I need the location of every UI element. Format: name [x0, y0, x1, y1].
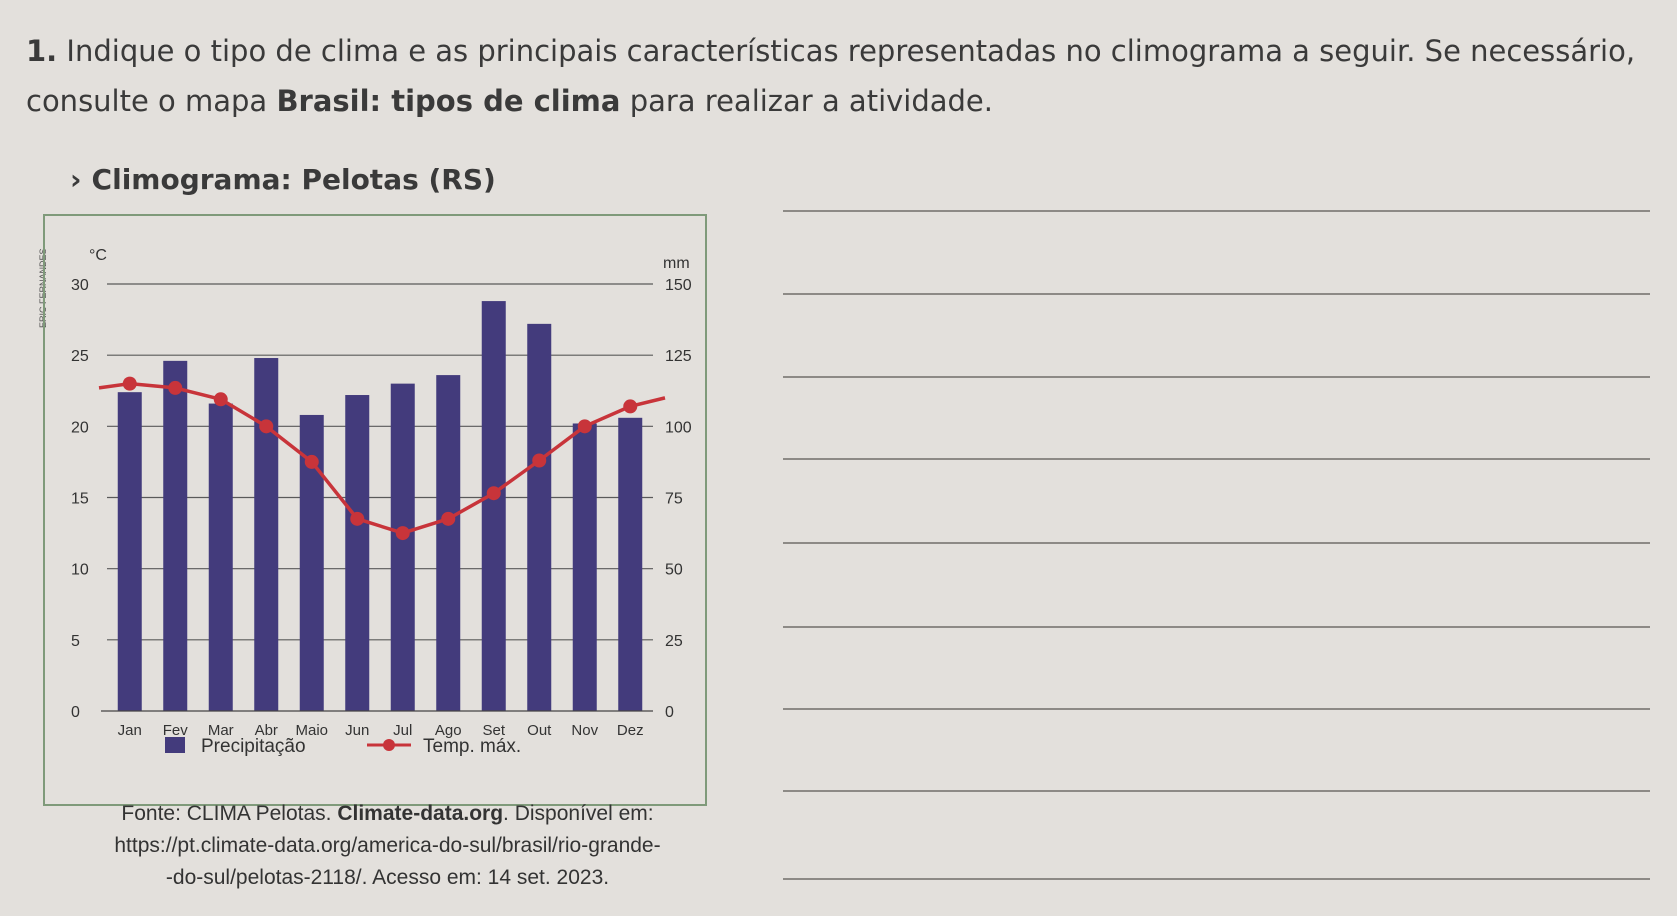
y-right-tick-label: 75 — [665, 491, 683, 508]
temperature-line — [98, 381, 666, 535]
answer-line[interactable] — [783, 542, 1650, 544]
chart-title-text: Climograma: Pelotas (RS) — [91, 163, 496, 196]
legend-swatch-temperature-point — [383, 739, 395, 751]
answer-line[interactable] — [783, 376, 1650, 378]
x-tick-label: Fev — [163, 722, 189, 739]
x-tick-label: Abr — [255, 722, 278, 739]
answer-line[interactable] — [783, 878, 1650, 880]
precipitation-bar — [527, 323, 552, 711]
x-tick-label: Jun — [345, 722, 369, 739]
legend-swatch-precipitation — [165, 737, 185, 753]
chart-frame: 0 5 10 15 20 25 30 0 25 50 75 100 125 150 °C mm Jan Fev Ma… — [43, 214, 707, 806]
temperature-point — [441, 511, 456, 526]
question-text-bold: Brasil: tipos de clima — [276, 84, 621, 118]
chart-title: › Climograma: Pelotas (RS) — [70, 163, 496, 196]
question-text-part1: Indique o tipo de clima e as principais … — [26, 34, 1636, 118]
precipitation-bar — [163, 360, 188, 711]
temperature-point — [259, 419, 274, 434]
x-tick-label: Maio — [295, 722, 328, 739]
precipitation-bar — [345, 395, 370, 711]
x-tick-label: Mar — [208, 722, 234, 739]
y-right-tick-label: 100 — [665, 419, 692, 436]
y-left-tick-label: 20 — [71, 419, 89, 436]
precipitation-bar — [481, 301, 506, 711]
precipitation-bar — [117, 392, 142, 711]
temperature-point — [577, 419, 592, 434]
x-tick-label: Jul — [393, 722, 412, 739]
climogram-chart: 0 5 10 15 20 25 30 0 25 50 75 100 125 150 °C mm Jan Fev Ma… — [71, 247, 692, 757]
temperature-point — [213, 392, 228, 407]
temperature-point — [168, 380, 183, 395]
question-number: 1. — [26, 34, 58, 68]
y-right-tick-label: 150 — [665, 277, 692, 294]
y-left-tick-label: 0 — [71, 704, 80, 721]
source-bold: Climate-data.org — [337, 802, 504, 825]
source-note: Fonte: CLIMA Pelotas. Climate-data.org. … — [50, 798, 725, 894]
precipitation-bar — [254, 358, 279, 711]
answer-line[interactable] — [783, 626, 1650, 628]
temperature-point — [532, 453, 547, 468]
precipitation-bar — [390, 383, 415, 711]
temperature-point — [304, 454, 319, 469]
precipitation-bar — [618, 417, 643, 711]
precipitation-bar — [572, 423, 597, 711]
y-left-tick-label: 25 — [71, 348, 89, 365]
legend-label-precipitation: Precipitação — [201, 736, 306, 757]
answer-line[interactable] — [783, 210, 1650, 212]
question-text-part2: para realizar a atividade. — [629, 84, 993, 118]
answer-line[interactable] — [783, 708, 1650, 710]
source-prefix: Fonte: CLIMA Pelotas. — [121, 802, 332, 825]
source-suffix: . Disponível em: — [503, 802, 654, 825]
y-left-tick-label: 10 — [71, 562, 89, 579]
y-right-tick-label: 50 — [665, 562, 683, 579]
answer-line[interactable] — [783, 293, 1650, 295]
source-url-line-1: https://pt.climate-data.org/america-do-s… — [114, 834, 661, 857]
legend-label-temperature: Temp. máx. — [423, 736, 521, 757]
precipitation-bar — [436, 375, 461, 711]
temperature-point — [122, 376, 137, 391]
answer-line[interactable] — [783, 790, 1650, 792]
answer-line[interactable] — [783, 458, 1650, 460]
y-left-tick-label: 15 — [71, 491, 89, 508]
y-right-tick-label: 25 — [665, 633, 683, 650]
x-tick-label: Dez — [617, 722, 644, 739]
temperature-point — [486, 486, 501, 501]
temperature-point — [395, 526, 410, 541]
x-tick-label: Set — [482, 722, 505, 739]
x-tick-label: Out — [527, 722, 552, 739]
y-right-tick-label: 125 — [665, 348, 692, 365]
temperature-point — [623, 399, 638, 414]
y-left-axis-label: °C — [89, 247, 107, 264]
source-url-line-2: -do-sul/pelotas-2118/. Acesso em: 14 set… — [165, 866, 610, 889]
x-tick-label: Jan — [118, 722, 142, 739]
x-tick-label: Ago — [435, 722, 462, 739]
y-right-tick-label: 0 — [665, 704, 674, 721]
precipitation-bar — [208, 403, 233, 711]
question-text: 1. Indique o tipo de clima e as principa… — [26, 26, 1636, 126]
temperature-point — [350, 511, 365, 526]
x-tick-label: Nov — [571, 722, 598, 739]
y-left-tick-label: 5 — [71, 633, 80, 650]
y-right-axis-label: mm — [663, 255, 690, 272]
y-left-tick-label: 30 — [71, 277, 89, 294]
source-line-1: Fonte: CLIMA Pelotas. Climate-data.org. … — [50, 798, 725, 830]
chevron-right-icon: › — [70, 163, 82, 196]
